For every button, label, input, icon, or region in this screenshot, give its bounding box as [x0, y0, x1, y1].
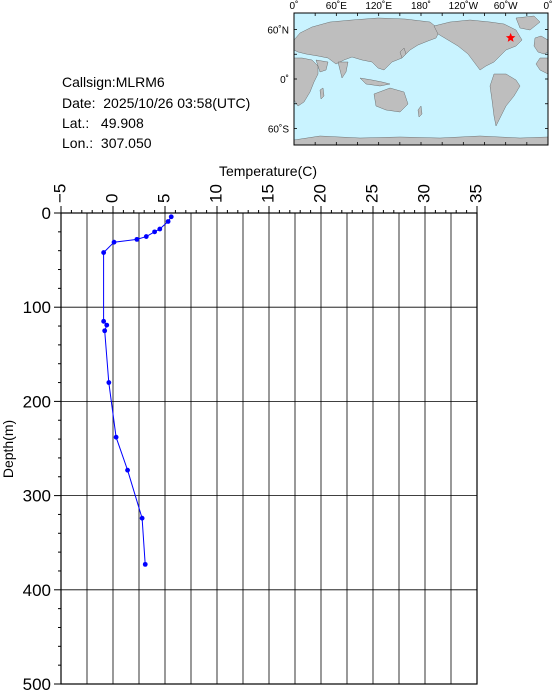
x-tick-label: 30 [414, 184, 433, 203]
land-eurasia [293, 17, 441, 71]
map-lon-label: 0˚ [290, 0, 299, 12]
map-ticks [293, 13, 549, 145]
land-indonesia [359, 77, 391, 87]
land-australia [373, 87, 409, 113]
y-tick-label: 500 [23, 675, 51, 690]
series-line [103, 216, 172, 565]
x-tick-label: 20 [310, 184, 329, 203]
x-tick-label: 15 [258, 184, 277, 203]
lon-value: 307.050 [100, 135, 152, 151]
map-lon-label: 180˚ [411, 0, 431, 12]
data-point [125, 467, 130, 473]
x-tick-label: −5 [50, 184, 69, 203]
x-axis-label: Temperature(C) [219, 163, 317, 179]
land-madagascar [319, 87, 325, 100]
y-tick-label: 300 [23, 487, 51, 506]
land-europe-west [533, 35, 549, 55]
data-point [111, 239, 117, 245]
land-south-america [489, 73, 521, 127]
map-lat-label: 0˚ [280, 74, 289, 86]
land-japan [399, 47, 407, 59]
x-tick-label: 10 [206, 184, 225, 203]
grid [60, 212, 478, 685]
map-lat-label: 60˚N [267, 25, 289, 37]
world-map: 0˚ 60˚E 120˚E 180˚ 120˚W 60˚W 0˚ 60˚N 0˚ 60˚S [267, 0, 552, 146]
land-india [337, 61, 349, 79]
map-labels: 0˚ 60˚E 120˚E 180˚ 120˚W 60˚W 0˚ 60˚N 0˚ 60˚S [267, 0, 552, 136]
data-point [152, 229, 158, 235]
data-point [143, 234, 149, 239]
land-north-america [433, 19, 523, 71]
map-lat-label: 60˚S [268, 124, 289, 136]
series [101, 214, 174, 567]
x-tick-label: 35 [466, 184, 485, 203]
land-arabia [315, 59, 329, 73]
data-point [139, 515, 145, 521]
lon-row: Lon.: 307.050 [62, 135, 152, 151]
map-lon-label: 60˚E [326, 0, 347, 12]
land-nz [417, 105, 423, 118]
y-axis-label: Depth(m) [0, 420, 16, 478]
data-point [102, 328, 108, 334]
data-point [142, 561, 148, 567]
data-point [101, 318, 107, 324]
x-tick-label: 25 [362, 184, 381, 203]
lon-label: Lon.: [62, 135, 94, 151]
data-point [134, 236, 140, 242]
data-point [113, 434, 119, 440]
y-tick-label: 200 [23, 392, 51, 411]
plot-frame [60, 212, 478, 685]
x-tick-label: 5 [154, 194, 173, 203]
y-tick-label: 400 [23, 581, 51, 600]
map-lon-label: 120˚W [449, 0, 479, 12]
x-tick-label: 0 [102, 194, 121, 203]
data-point [165, 219, 171, 224]
lat-label: Lat.: [62, 115, 90, 131]
y-tick-label: 0 [42, 204, 51, 223]
data-point [168, 214, 174, 220]
map-lon-label: 60˚W [494, 0, 518, 12]
lat-row: Lat.: 49.908 [62, 115, 144, 131]
lat-value: 49.908 [100, 115, 144, 131]
land-greenland [515, 15, 541, 31]
map-lon-label: 120˚E [365, 0, 392, 12]
data-point [106, 380, 112, 385]
map-lon-label: 0˚ [544, 0, 553, 12]
callsign-text: Callsign:MLRM6 [62, 74, 165, 90]
y-tick-label: 100 [23, 298, 51, 317]
ticks [54, 206, 478, 685]
data-point [101, 250, 107, 255]
date-text: Date: 2025/10/26 03:58(UTC) [62, 95, 251, 111]
data-point [104, 322, 110, 328]
data-point [157, 226, 163, 232]
station-marker-star-icon [505, 32, 516, 42]
